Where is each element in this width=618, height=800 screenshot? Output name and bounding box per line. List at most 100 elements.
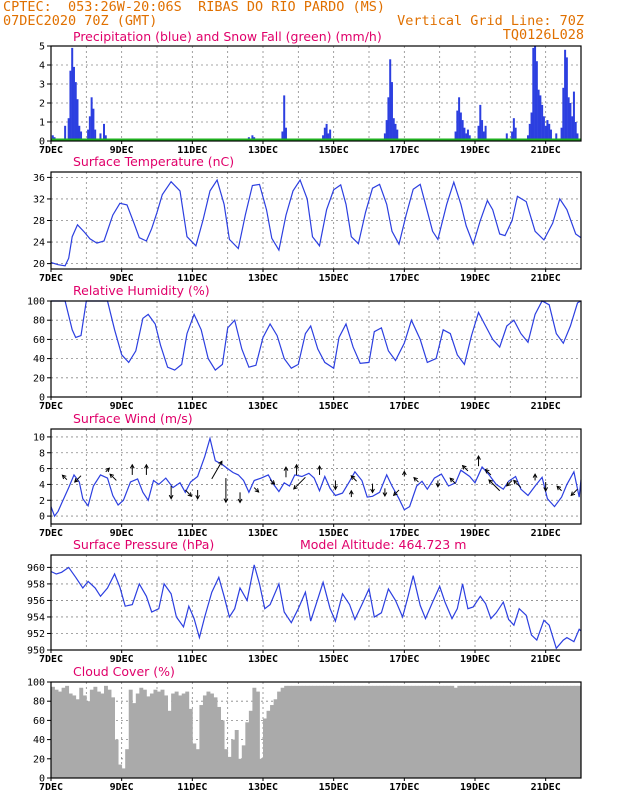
precip-bar — [80, 131, 83, 141]
cloud-xtick-label: 15DEC — [319, 782, 349, 793]
precip-bar — [560, 127, 563, 141]
cloud-bar — [234, 730, 239, 778]
precip-bar — [322, 135, 325, 141]
wind-xtick-label: 11DEC — [177, 528, 207, 539]
precip-bar — [549, 129, 552, 141]
rh-line — [51, 300, 582, 371]
pres-ytick-label: 952 — [27, 629, 45, 640]
wind-arrow-head — [270, 480, 276, 485]
precip-bar — [327, 133, 330, 141]
cloud-bar — [79, 687, 84, 778]
cloud-bar — [528, 685, 532, 778]
precip-bar — [534, 46, 537, 141]
wind-arrow-shaft — [269, 479, 275, 485]
temp-xtick-label: 11DEC — [177, 273, 207, 284]
precip-bar — [562, 87, 565, 141]
cloud-title: Cloud Cover (%) — [73, 664, 175, 679]
cloud-bar — [114, 739, 119, 778]
rh-xtick-label: 13DEC — [248, 401, 278, 412]
cloud-bar — [351, 685, 356, 778]
precip-ytick-label: 5 — [39, 42, 45, 53]
precip-bar — [283, 95, 286, 141]
pres-xtick-label: 11DEC — [177, 654, 207, 665]
pres-xtick-label: 19DEC — [460, 654, 490, 665]
cloud-bar — [206, 691, 211, 778]
cloud-bar — [425, 685, 430, 778]
cloud-bar — [372, 685, 377, 778]
cloud-bar — [556, 685, 561, 778]
precip-bar — [458, 97, 461, 141]
pres-xtick-label: 15DEC — [319, 654, 349, 665]
rh-xtick-label: 17DEC — [389, 401, 419, 412]
cloud-bar — [142, 689, 147, 778]
cloud-bar — [217, 706, 221, 778]
cloud-bar — [227, 756, 232, 778]
cloud-ytick-label: 40 — [33, 735, 45, 746]
cloud-bar — [482, 685, 486, 778]
precip-bar — [528, 123, 531, 141]
cloud-bar — [390, 685, 395, 778]
precip-bar — [78, 125, 81, 141]
precip-bar — [104, 135, 107, 141]
cloud-bar — [181, 693, 186, 778]
cloud-bar — [121, 768, 126, 778]
wind-ytick-label: 0 — [39, 512, 45, 523]
pres-xtick-label: 7DEC — [39, 654, 63, 665]
wind-arrow-head — [401, 470, 407, 476]
cloud-bar — [266, 710, 271, 778]
wind-arrow-shaft — [293, 476, 306, 490]
rh-xtick-label: 19DEC — [460, 401, 490, 412]
wind-arrow-head — [413, 476, 418, 482]
precip-bar — [387, 97, 390, 141]
precip-bar — [456, 110, 459, 141]
cloud-bar — [471, 685, 476, 778]
pres-ytick-label: 960 — [27, 563, 45, 574]
cloud-bar — [72, 695, 77, 778]
precip-bar — [567, 97, 570, 141]
cloud-bar — [524, 685, 529, 778]
cloud-bar — [238, 758, 243, 778]
precip-bar — [505, 133, 508, 141]
cloud-bar — [160, 689, 165, 778]
precip-bar — [537, 89, 540, 141]
cloud-bar — [308, 685, 313, 778]
pres-xtick-label: 9DEC — [110, 654, 134, 665]
temp-xtick-label: 17DEC — [389, 273, 419, 284]
cloud-bar — [270, 705, 274, 778]
cloud-bar — [453, 687, 458, 778]
rh-xtick-label: 15DEC — [319, 401, 349, 412]
cloud-bar — [492, 685, 497, 778]
temp-ytick-label: 20 — [33, 259, 45, 270]
cloud-bar — [164, 695, 168, 778]
precip-xtick-label: 7DEC — [39, 145, 63, 156]
rh-frame — [50, 300, 582, 398]
cloud-bar — [149, 693, 154, 778]
cloud-bar — [422, 685, 426, 778]
wind-arrow-head — [294, 463, 299, 469]
cloud-bar — [411, 685, 416, 778]
cloud-bar — [358, 685, 363, 778]
cloud-bar — [294, 685, 299, 778]
cloud-xtick-label: 13DEC — [248, 782, 278, 793]
cloud-bar — [231, 739, 236, 778]
cloud-bar — [340, 685, 345, 778]
cloud-bar — [68, 693, 73, 778]
wind-xtick-label: 15DEC — [319, 528, 349, 539]
cloud-bar — [316, 685, 320, 778]
cloud-bar — [450, 685, 455, 778]
precip-bar — [465, 133, 468, 141]
precip-bar — [574, 122, 577, 141]
pres-xtick-label: 21DEC — [531, 654, 561, 665]
cloud-bar — [577, 685, 582, 778]
precip-bar — [454, 131, 457, 141]
wind-arrow-shaft — [109, 473, 117, 481]
cloud-bar — [82, 695, 87, 778]
cloud-frame — [50, 681, 582, 779]
precip-bar — [482, 131, 485, 141]
cloud-ytick-label: 100 — [27, 678, 45, 689]
precip-bar — [539, 95, 542, 141]
precip-bar — [87, 129, 90, 141]
cloud-bar — [365, 685, 370, 778]
precip-bar — [576, 133, 579, 141]
wind-arrow-head — [129, 463, 135, 469]
